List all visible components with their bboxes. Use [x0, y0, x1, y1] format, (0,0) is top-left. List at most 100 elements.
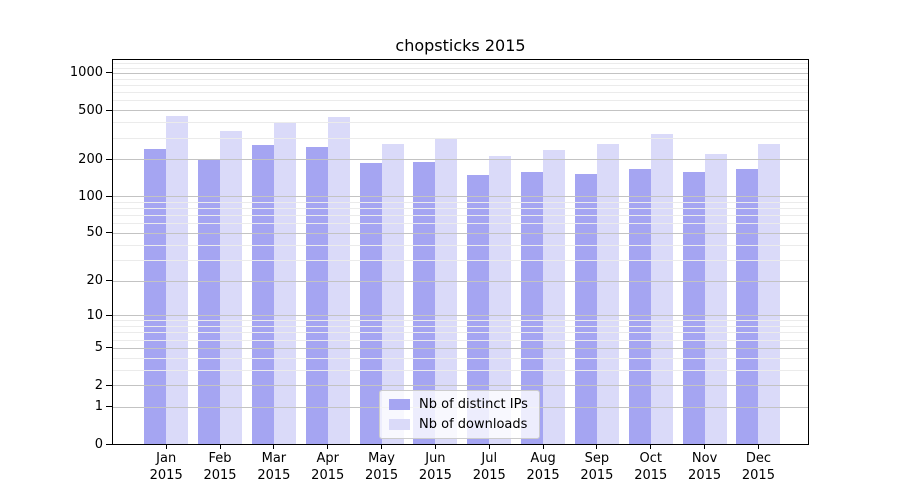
- minor-gridline: [113, 320, 808, 322]
- major-gridline: [113, 385, 808, 386]
- bar-downloads-mar: [273, 122, 296, 444]
- legend: Nb of distinct IPs Nb of downloads: [379, 390, 540, 439]
- bar-downloads-apr: [327, 117, 350, 444]
- major-gridline: [113, 347, 808, 349]
- bar-distinct-ips-oct: [628, 168, 651, 444]
- bar-downloads-may: [381, 144, 404, 444]
- minor-gridline: [113, 122, 808, 124]
- y-tick-mark: [106, 406, 112, 408]
- major-gridline: [113, 196, 808, 198]
- x-tick-mark: [381, 444, 383, 449]
- bar-downloads-sep: [596, 144, 619, 444]
- x-tick-mark: [757, 444, 759, 449]
- major-gridline: [113, 110, 808, 112]
- minor-gridline: [113, 63, 808, 65]
- y-tick-label: 0: [94, 436, 103, 452]
- minor-gridline: [113, 137, 808, 139]
- minor-gridline: [113, 92, 808, 94]
- minor-gridline: [113, 100, 808, 102]
- bar-distinct-ips-jun: [413, 161, 436, 444]
- minor-gridline: [113, 223, 808, 225]
- x-tick-mark: [704, 444, 706, 449]
- bar-distinct-ips-dec: [736, 169, 759, 444]
- x-tick-mark: [165, 444, 167, 449]
- y-tick-mark: [106, 347, 112, 349]
- x-tick-label-apr: Apr 2015: [311, 451, 345, 483]
- x-tick-label-aug: Aug 2015: [526, 451, 560, 483]
- bar-downloads-nov: [704, 154, 727, 444]
- bar-distinct-ips-aug: [521, 172, 544, 444]
- x-tick-label-oct: Oct 2015: [634, 451, 668, 483]
- major-gridline: [113, 159, 808, 161]
- minor-gridline: [113, 78, 808, 80]
- major-gridline: [113, 72, 808, 74]
- minor-gridline: [113, 201, 808, 203]
- bar-downloads-oct: [650, 134, 673, 444]
- bar-downloads-jun: [435, 138, 458, 444]
- minor-gridline: [113, 215, 808, 217]
- y-tick-label: 2: [94, 377, 103, 393]
- minor-gridline: [113, 67, 808, 69]
- bar-downloads-jul: [489, 155, 512, 444]
- y-tick-label: 100: [78, 188, 103, 204]
- minor-gridline: [113, 84, 808, 86]
- y-tick-label: 1000: [69, 65, 103, 81]
- chart-title: chopsticks 2015: [395, 36, 526, 55]
- minor-gridline: [113, 332, 808, 334]
- x-tick-label-feb: Feb 2015: [203, 451, 237, 483]
- x-tick-label-sep: Sep 2015: [580, 451, 614, 483]
- y-tick-label: 200: [78, 151, 103, 167]
- y-tick-label: 1: [94, 399, 103, 415]
- minor-gridline: [113, 244, 808, 246]
- minor-gridline: [113, 339, 808, 341]
- x-tick-mark: [488, 444, 490, 449]
- bar-distinct-ips-sep: [574, 173, 597, 444]
- x-tick-label-mar: Mar 2015: [257, 451, 291, 483]
- x-tick-mark: [434, 444, 436, 449]
- plot-area: Nb of distinct IPs Nb of downloads: [112, 59, 809, 445]
- major-gridline: [113, 315, 808, 317]
- x-tick-mark: [219, 444, 221, 449]
- minor-gridline: [113, 369, 808, 371]
- y-tick-label: 500: [78, 102, 103, 118]
- x-tick-mark: [542, 444, 544, 449]
- y-tick-mark: [106, 384, 112, 386]
- y-tick-mark: [106, 232, 112, 234]
- major-gridline: [113, 232, 808, 234]
- bar-downloads-dec: [758, 144, 781, 444]
- x-tick-mark: [596, 444, 598, 449]
- y-tick-label: 5: [94, 340, 103, 356]
- bar-distinct-ips-feb: [198, 159, 221, 444]
- x-tick-mark: [327, 444, 329, 449]
- y-tick-label: 50: [86, 225, 103, 241]
- x-tick-label-nov: Nov 2015: [688, 451, 722, 483]
- minor-gridline: [113, 326, 808, 327]
- minor-gridline: [113, 357, 808, 359]
- bar-distinct-ips-mar: [251, 145, 274, 444]
- bar-distinct-ips-jul: [467, 174, 490, 444]
- minor-gridline: [113, 259, 808, 261]
- y-tick-label: 20: [86, 273, 103, 288]
- bar-distinct-ips-nov: [682, 171, 705, 444]
- y-tick-mark: [106, 195, 112, 197]
- bar-downloads-feb: [220, 130, 243, 444]
- y-tick-label: 10: [86, 307, 103, 323]
- x-tick-mark: [273, 444, 275, 449]
- bar-downloads-aug: [543, 150, 566, 444]
- x-tick-mark: [650, 444, 652, 449]
- minor-gridline: [113, 208, 808, 210]
- x-tick-label-jan: Jan 2015: [149, 451, 183, 483]
- y-tick-mark: [106, 72, 112, 74]
- y-tick-mark: [106, 314, 112, 316]
- legend-label-distinct-ips: Nb of distinct IPs: [419, 397, 528, 412]
- legend-item-downloads: Nb of downloads: [389, 417, 528, 432]
- y-tick-mark: [106, 158, 112, 160]
- y-tick-mark: [106, 280, 112, 281]
- legend-item-distinct-ips: Nb of distinct IPs: [389, 397, 528, 412]
- bar-distinct-ips-jan: [144, 149, 167, 444]
- legend-swatch-distinct-ips-icon: [389, 399, 410, 410]
- y-tick-mark: [106, 109, 112, 111]
- legend-label-downloads: Nb of downloads: [419, 417, 528, 432]
- y-tick-mark: [106, 443, 112, 445]
